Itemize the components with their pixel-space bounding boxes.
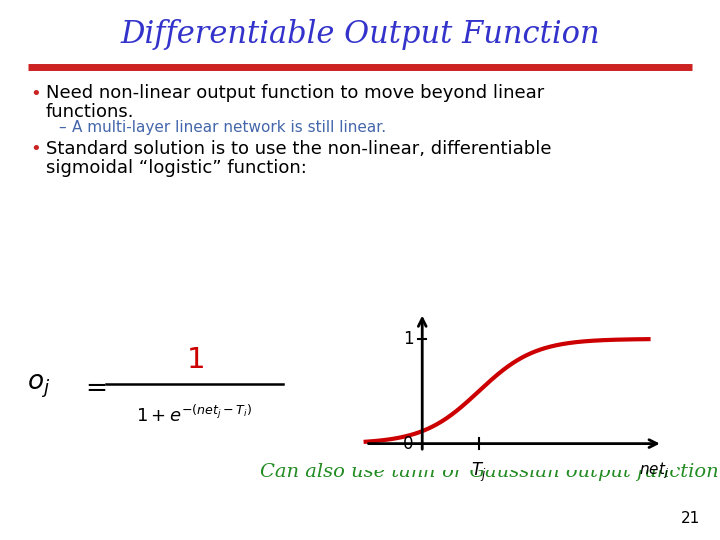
Text: $net_j$: $net_j$: [639, 461, 669, 481]
Text: •: •: [30, 140, 41, 158]
Text: 0: 0: [403, 435, 414, 453]
Text: –: –: [58, 120, 66, 135]
Text: $o_j$: $o_j$: [27, 373, 50, 400]
Text: functions.: functions.: [46, 103, 135, 121]
Text: $T_j$: $T_j$: [471, 461, 487, 484]
Text: sigmoidal “logistic” function:: sigmoidal “logistic” function:: [46, 159, 307, 177]
Text: A multi-layer linear network is still linear.: A multi-layer linear network is still li…: [72, 120, 386, 135]
Text: Need non-linear output function to move beyond linear: Need non-linear output function to move …: [46, 84, 544, 102]
Text: 1: 1: [403, 330, 414, 348]
Text: $1+e^{-(net_j-T_i)}$: $1+e^{-(net_j-T_i)}$: [137, 405, 253, 426]
Text: Can also use tanh or Gaussian output function: Can also use tanh or Gaussian output fun…: [260, 463, 719, 481]
Text: $1$: $1$: [186, 345, 204, 374]
Text: $=$: $=$: [81, 374, 107, 399]
Text: Differentiable Output Function: Differentiable Output Function: [120, 19, 600, 51]
Text: Standard solution is to use the non-linear, differentiable: Standard solution is to use the non-line…: [46, 140, 552, 158]
Text: •: •: [30, 85, 41, 103]
Text: 21: 21: [680, 511, 700, 526]
